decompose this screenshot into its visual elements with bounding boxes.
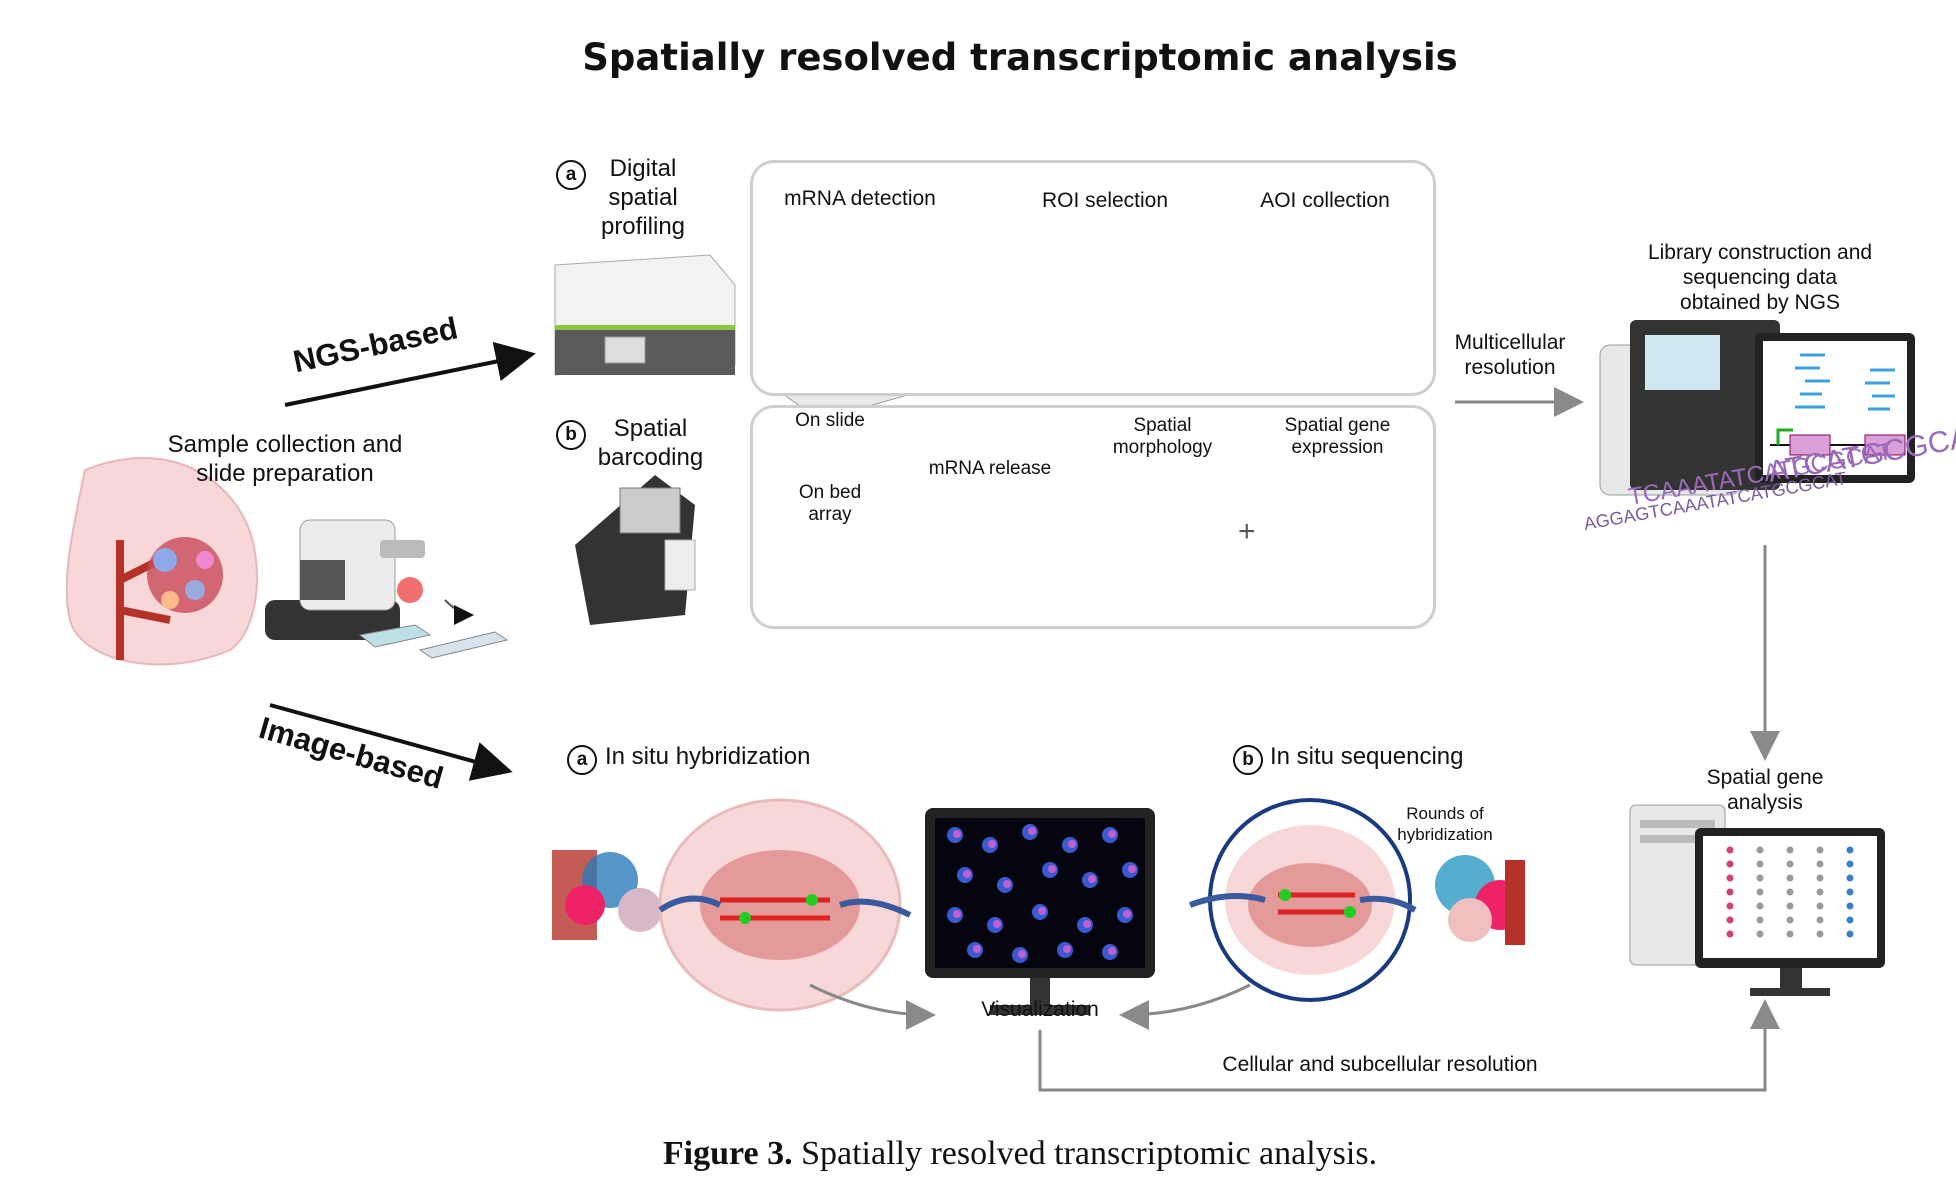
- dsp-instrument-icon: [554, 254, 736, 376]
- marker-b-iss: b: [1233, 745, 1263, 775]
- spatial-gene-analysis-label: Spatial gene analysis: [1706, 766, 1824, 814]
- sample-label: Sample collection and slide preparation: [167, 431, 403, 487]
- figure-caption: Figure 3. Spatially resolved transcripto…: [0, 1135, 1956, 1173]
- on-slide-label: On slide: [795, 410, 865, 431]
- mrna-release-label: mRNA release: [928, 458, 1052, 479]
- spatial-barcoding-label: Spatial barcoding: [597, 415, 704, 471]
- cell-icon: [397, 577, 423, 603]
- visualization-label: Visualization: [981, 998, 1099, 1021]
- microtome-icon: [265, 519, 425, 640]
- sequencing-monitor-icon: [1755, 333, 1915, 483]
- digital-spatial-profiling-label: Digital spatial profiling: [600, 155, 686, 240]
- step-aoi-collection: AOI collection: [1260, 189, 1390, 212]
- dsp-panel: [750, 160, 1436, 396]
- visualization-monitor-icon: [925, 808, 1155, 1015]
- step-mrna-detection: mRNA detection: [784, 187, 936, 210]
- ish-tissue-icon: [552, 850, 662, 940]
- step-roi-selection: ROI selection: [1041, 189, 1169, 212]
- marker-a-digital: a: [556, 160, 586, 190]
- library-label: Library construction and sequencing data…: [1647, 241, 1873, 314]
- barcoding-instrument-icon: [575, 475, 696, 625]
- slide-icon: [358, 624, 509, 659]
- plus-sign: +: [1238, 515, 1256, 548]
- on-bed-array-label: On bed array: [798, 482, 862, 525]
- ish-cell-icon: [658, 798, 912, 1012]
- lung-tissue-icon: [65, 457, 258, 666]
- caption-bold: Figure 3.: [662, 1135, 793, 1172]
- multicellular-label: Multicellular resolution: [1454, 331, 1566, 379]
- resolution-label: Cellular and subcellular resolution: [1222, 1053, 1538, 1076]
- marker-a-ish: a: [567, 745, 597, 775]
- analysis-computer-icon: [1629, 804, 1885, 996]
- iss-tissue-icon: [1435, 855, 1525, 945]
- marker-b-barcoding: b: [556, 420, 586, 450]
- rounds-label: Rounds of hybridization: [1397, 804, 1493, 844]
- spatial-morphology-label: Spatial morphology: [1112, 415, 1213, 458]
- ish-label: In situ hybridization: [605, 743, 811, 770]
- barcoding-panel: [750, 405, 1436, 629]
- iss-label: In situ sequencing: [1270, 743, 1464, 770]
- sequencer-icon: [1599, 320, 1780, 496]
- caption-text: Spatially resolved transcriptomic analys…: [792, 1135, 1378, 1172]
- iss-cell-icon: [1188, 798, 1417, 1002]
- figure-title: Spatially resolved transcriptomic analys…: [582, 36, 1458, 79]
- spatial-gene-expression-label: Spatial gene expression: [1284, 415, 1391, 458]
